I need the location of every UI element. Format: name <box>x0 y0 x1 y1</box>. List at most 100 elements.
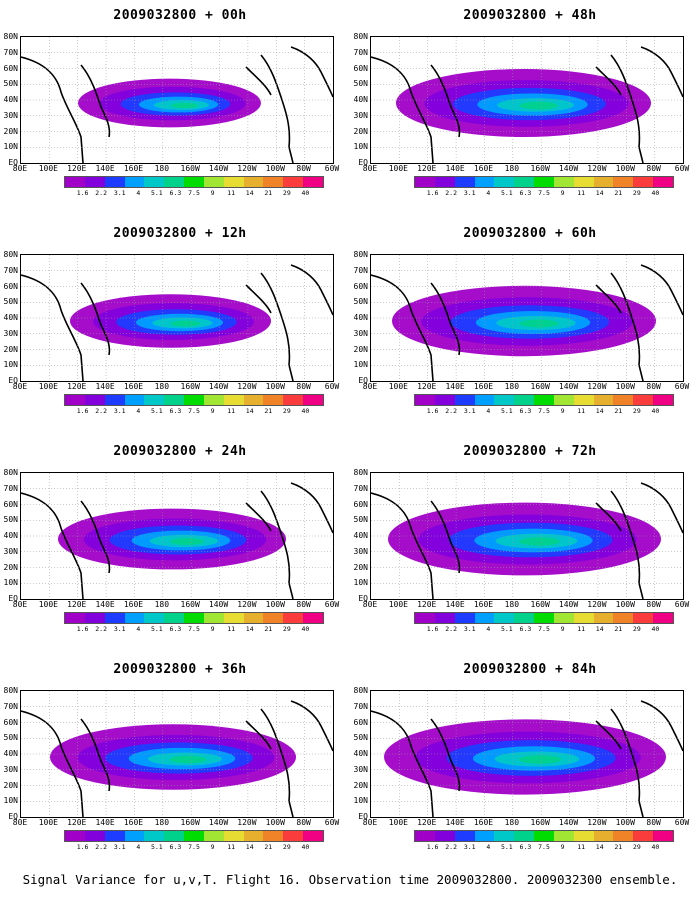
latitude-label: EQ <box>358 158 368 167</box>
colorbar-swatch <box>263 831 284 841</box>
colorbar-label: 29 <box>632 407 641 415</box>
latitude-label: 70N <box>3 265 18 275</box>
variance-map <box>21 37 333 163</box>
colorbar-label: 1.6 <box>426 843 439 851</box>
colorbar-label: 7.5 <box>538 189 550 197</box>
colorbar-swatch <box>534 395 554 405</box>
coastline <box>371 56 434 163</box>
longitude-label: 100W <box>265 600 285 609</box>
map-frame <box>370 690 684 818</box>
map-frame <box>20 472 334 600</box>
longitude-label: 80E <box>12 164 28 173</box>
colorbar-label: 11 <box>577 407 586 415</box>
colorbar-swatch <box>144 177 165 187</box>
forecast-panel: 2009032800 + 72h 80N 70N 60N 50N 40N 30N 20N 10N… <box>354 444 690 656</box>
colorbar-label: 11 <box>577 843 586 851</box>
longitude-label: 100E <box>38 164 58 173</box>
coastline <box>245 720 272 750</box>
coastline <box>245 66 272 96</box>
longitude-label: 100W <box>615 164 635 173</box>
longitude-label: 120W <box>237 600 257 609</box>
colorbar-swatch <box>534 613 554 623</box>
colorbar-label: 40 <box>651 407 660 415</box>
colorbar-swatch <box>553 177 574 187</box>
variance-contour <box>169 538 205 545</box>
colorbar-swatch <box>474 613 495 623</box>
colorbar-swatch <box>84 395 105 405</box>
latitude-label: EQ <box>8 594 18 603</box>
colorbar-label: 9 <box>560 189 565 197</box>
longitude-label: 60W <box>324 382 340 391</box>
latitude-label: 10N <box>353 142 368 152</box>
latitude-label: 70N <box>3 701 18 711</box>
colorbar-swatch <box>184 831 204 841</box>
latitude-label: 30N <box>353 764 368 774</box>
latitude-label: 60N <box>353 63 368 73</box>
colorbar-label: 4 <box>136 625 141 633</box>
variance-contour <box>519 319 559 328</box>
colorbar-swatch <box>203 395 224 405</box>
colorbar-swatch <box>633 177 654 187</box>
colorbar-label: 9 <box>560 625 565 633</box>
latitude-label: 70N <box>353 47 368 57</box>
colorbar-swatch <box>144 395 165 405</box>
coastline <box>640 482 683 534</box>
variance-map <box>371 255 683 381</box>
coastline <box>371 492 434 599</box>
latitude-label: 50N <box>3 733 18 743</box>
colorbar-swatch <box>124 831 145 841</box>
latitude-label: EQ <box>358 376 368 385</box>
colorbar-label: 40 <box>301 189 310 197</box>
variance-contour <box>519 537 560 546</box>
latitude-label: 50N <box>353 297 368 307</box>
latitude-label: 60N <box>353 717 368 727</box>
colorbar-label: 3.1 <box>113 843 126 851</box>
longitude-label: 160W <box>180 382 200 391</box>
longitude-label: 80W <box>646 164 661 173</box>
longitude-label: 120E <box>417 164 437 173</box>
latitude-labels: 80N 70N 60N 50N 40N 30N 20N 10N EQ <box>348 469 370 603</box>
longitude-label: 80E <box>362 600 378 609</box>
colorbar-swatch <box>653 831 673 841</box>
colorbar-swatch <box>84 177 105 187</box>
colorbar-swatch <box>613 395 634 405</box>
longitude-label: 180 <box>504 600 520 609</box>
colorbar-label: 5.1 <box>150 407 163 415</box>
latitude-label: 80N <box>3 468 18 477</box>
latitude-label: EQ <box>8 158 18 167</box>
coastline <box>595 66 622 96</box>
colorbar-label: 11 <box>577 189 586 197</box>
coastline <box>640 264 683 316</box>
forecast-panel: 2009032800 + 48h 80N 70N 60N 50N 40N 30N 20N 10N… <box>354 8 690 220</box>
colorbar-label: 21 <box>264 407 273 415</box>
colorbar-label: 1.6 <box>426 189 439 197</box>
forecast-panel: 2009032800 + 84h 80N 70N 60N 50N 40N 30N 20N 10N… <box>354 662 690 874</box>
colorbar-swatch <box>65 613 85 623</box>
longitude-label: 120E <box>67 382 87 391</box>
map-frame <box>20 690 334 818</box>
longitude-label: 180 <box>154 600 170 609</box>
colorbar-swatch <box>633 613 654 623</box>
colorbar-label: 9 <box>210 625 215 633</box>
latitude-label: 30N <box>3 764 18 774</box>
colorbar-label: 21 <box>614 843 623 851</box>
latitude-label: 10N <box>3 796 18 806</box>
longitude-label: 80E <box>362 382 378 391</box>
forecast-panel: 2009032800 + 00h 80N 70N 60N 50N 40N 30N 20N 10N… <box>4 8 340 220</box>
colorbar-label: 2.2 <box>95 843 108 851</box>
latitude-label: 30N <box>3 546 18 556</box>
latitude-label: 20N <box>353 780 368 790</box>
colorbar-label: 1.6 <box>76 189 89 197</box>
figure-caption: Signal Variance for u,v,T. Flight 16. Ob… <box>22 872 678 887</box>
colorbar-label: 4 <box>486 189 491 197</box>
colorbar-label: 5.1 <box>150 625 163 633</box>
colorbar-swatch <box>184 613 204 623</box>
colorbar-label: 4 <box>136 843 141 851</box>
colorbar-label: 5.1 <box>500 625 513 633</box>
colorbar-label: 40 <box>651 625 660 633</box>
colorbar-swatch <box>283 177 304 187</box>
colorbar-label: 3.1 <box>463 407 476 415</box>
colorbar-label: 4 <box>136 407 141 415</box>
colorbar-swatch <box>494 395 515 405</box>
colorbar-swatch <box>434 395 455 405</box>
